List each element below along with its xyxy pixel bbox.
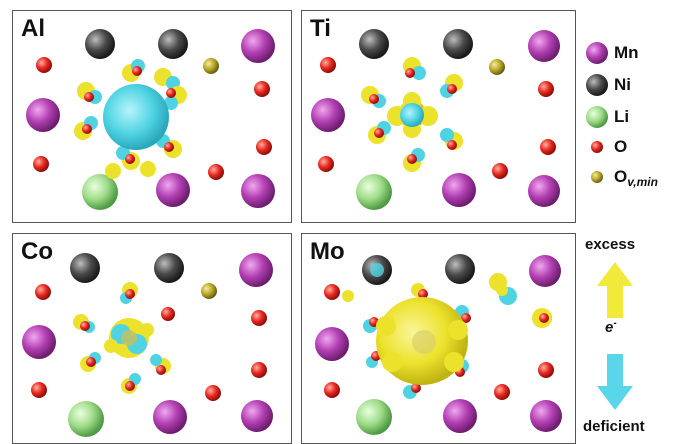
panel-label: Al <box>21 15 45 42</box>
mn-atom <box>26 98 60 132</box>
central-cation <box>103 84 169 150</box>
structure-mo <box>315 254 562 435</box>
electron-label: e- <box>605 318 617 336</box>
ov-base-label: O <box>614 167 628 186</box>
structure-al <box>26 29 275 210</box>
legend-item-ov-min: Ov,min <box>584 164 674 192</box>
panel-label: Co <box>21 238 53 265</box>
deficient-arrow-icon <box>597 354 633 410</box>
legend-item-li: Li <box>584 104 674 132</box>
legend-item-o: O <box>584 134 674 162</box>
deficient-label: deficient <box>583 418 645 435</box>
mn-atom <box>241 29 275 63</box>
panel-ti: Ti <box>301 10 576 223</box>
excess-label: excess <box>585 236 636 253</box>
mn-atom <box>156 173 190 207</box>
ov-atom <box>203 58 219 74</box>
structure-ti <box>311 29 560 210</box>
panel-mo: Mo <box>301 233 576 444</box>
charge-lobes <box>74 59 187 179</box>
ni-atom <box>85 29 115 59</box>
o-atom <box>208 164 224 180</box>
o-atom <box>36 57 52 73</box>
o-atom <box>256 139 272 155</box>
mn-atom <box>241 174 275 208</box>
panel-co: Co <box>12 233 292 444</box>
li-atom <box>82 174 118 210</box>
excess-arrow-icon <box>597 262 633 318</box>
panel-al: Al <box>12 10 292 223</box>
o-atom <box>33 156 49 172</box>
o-atom <box>254 81 270 97</box>
structure-co <box>22 253 273 437</box>
legend-item-mn: Mn <box>584 40 674 68</box>
central-cation <box>387 92 438 138</box>
central-cation <box>376 297 468 385</box>
panel-label: Ti <box>310 15 331 42</box>
panel-label: Mo <box>310 238 345 265</box>
central-cation <box>104 318 154 358</box>
ov-subscript: v,min <box>627 175 658 189</box>
legend-item-ni: Ni <box>584 72 674 100</box>
ni-atom <box>158 29 188 59</box>
